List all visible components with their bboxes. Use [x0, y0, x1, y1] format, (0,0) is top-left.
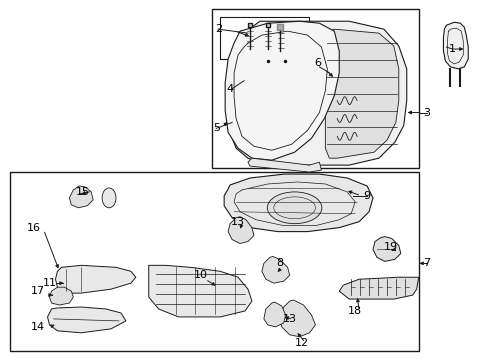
Bar	[10, 172, 418, 351]
Polygon shape	[443, 22, 468, 69]
Text: 10: 10	[193, 270, 207, 280]
Ellipse shape	[267, 192, 321, 224]
Polygon shape	[228, 21, 406, 165]
Polygon shape	[247, 158, 321, 172]
Polygon shape	[372, 237, 400, 261]
Text: 9: 9	[363, 191, 370, 201]
Text: 1: 1	[448, 44, 455, 54]
Polygon shape	[262, 256, 289, 283]
Text: 13: 13	[282, 314, 296, 324]
Text: 11: 11	[42, 278, 57, 288]
Polygon shape	[325, 29, 398, 158]
Text: 13: 13	[230, 217, 244, 227]
Bar	[220, 17, 309, 59]
Polygon shape	[49, 287, 73, 305]
Text: 8: 8	[276, 258, 283, 268]
Text: 6: 6	[313, 58, 320, 68]
Polygon shape	[339, 277, 418, 299]
Polygon shape	[228, 217, 253, 243]
Polygon shape	[69, 186, 93, 208]
Text: 2: 2	[214, 24, 222, 34]
Polygon shape	[148, 265, 251, 317]
Polygon shape	[279, 300, 315, 337]
Polygon shape	[47, 307, 126, 333]
Text: 3: 3	[422, 108, 429, 117]
Bar	[212, 9, 418, 168]
Polygon shape	[264, 302, 285, 327]
Text: 19: 19	[383, 243, 397, 252]
Text: 12: 12	[294, 338, 308, 348]
Polygon shape	[224, 21, 339, 160]
Text: 4: 4	[226, 84, 233, 94]
Polygon shape	[55, 265, 136, 293]
Polygon shape	[224, 174, 372, 231]
Text: 7: 7	[422, 258, 429, 268]
Text: 17: 17	[30, 286, 44, 296]
Text: 18: 18	[347, 306, 362, 316]
Text: 16: 16	[26, 222, 41, 233]
Text: 5: 5	[212, 123, 219, 134]
Text: 15: 15	[76, 187, 90, 197]
Text: 14: 14	[30, 322, 44, 332]
Ellipse shape	[102, 188, 116, 208]
